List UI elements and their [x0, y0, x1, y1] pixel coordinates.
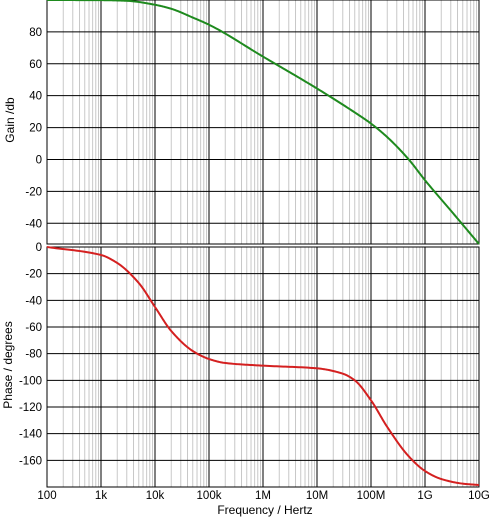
- phase-tick-label: -40: [25, 295, 42, 307]
- gain-tick-label: 60: [29, 59, 42, 71]
- phase-axis-label: Phase / degrees: [1, 321, 15, 408]
- tick-labels: 80 60 40 20 0 -20 -40 0 -20 -40 -60 -80 -100 -120 -140…: [19, 27, 490, 502]
- phase-frame: [46, 246, 480, 488]
- frequency-tick-label: 1M: [255, 490, 271, 502]
- gain-frame: [46, 0, 480, 245]
- curves: [46, 0, 480, 486]
- frequency-tick-label: 100: [37, 490, 56, 502]
- frequency-tick-label: 100M: [357, 490, 386, 502]
- frequency-tick-label: 10M: [306, 490, 328, 502]
- frequency-axis-label: Frequency / Hertz: [217, 503, 312, 517]
- gain-tick-label: 0: [36, 154, 42, 166]
- gain-tick-label: 40: [29, 91, 42, 103]
- phase-tick-label: -160: [19, 455, 42, 467]
- phase-tick-label: 0: [36, 242, 42, 254]
- phase-tick-label: -20: [25, 269, 42, 281]
- gain-tick-label: 20: [29, 123, 42, 135]
- phase-tick-label: -120: [19, 402, 42, 414]
- gain-axis-label: Gain /db: [3, 97, 17, 143]
- frequency-tick-label: 10k: [146, 490, 165, 502]
- frequency-tick-label: 100k: [197, 490, 222, 502]
- frequency-tick-label: 1G: [417, 490, 432, 502]
- phase-tick-label: -140: [19, 429, 42, 441]
- phase-tick-label: -60: [25, 322, 42, 334]
- gain-tick-label: -20: [25, 186, 42, 198]
- gain-curve: [46, 0, 480, 245]
- phase-tick-label: -80: [25, 349, 42, 361]
- frequency-tick-label: 1k: [95, 490, 107, 502]
- phase-curve: [46, 246, 480, 486]
- gain-tick-label: -40: [25, 218, 42, 230]
- frequency-tick-label: 10G: [468, 490, 490, 502]
- gain-tick-label: 80: [29, 27, 42, 39]
- phase-tick-label: -100: [19, 375, 42, 387]
